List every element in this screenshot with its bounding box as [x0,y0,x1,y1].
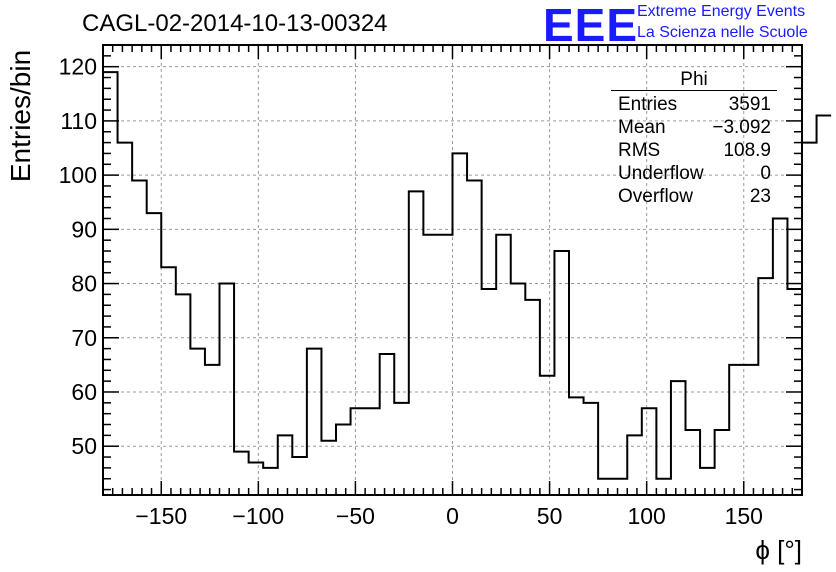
histogram-bin [817,115,832,495]
x-tick-label: 100 [627,503,665,529]
logo-caption-line-2: La Scienza nelle Scuole [637,24,808,41]
histogram-bin [263,468,278,495]
histogram-bin [744,365,759,495]
histogram-bin [176,294,191,495]
histogram-bin [540,376,555,495]
stats-label: Underflow [618,163,704,184]
histogram-bin [773,218,788,495]
histogram-bin [147,213,162,495]
stats-value: 23 [749,186,771,207]
histogram-bin [351,408,366,495]
histogram-bin [409,191,424,495]
x-tick-label: −50 [336,503,375,529]
stats-title: Phi [611,70,777,91]
histogram-bin [729,365,744,495]
histogram-bin [656,479,671,495]
stats-label: Overflow [618,186,693,207]
x-tick-label: −100 [232,503,284,529]
y-tick-label: 50 [71,433,97,459]
y-tick-label: 100 [59,162,97,188]
stats-row-overflow: Overflow 23 [611,185,777,208]
histogram-bin [205,365,220,495]
histogram-bin [802,143,817,495]
x-tick-label: 50 [537,503,563,529]
histogram-bin [671,381,686,495]
stats-label: RMS [618,140,661,161]
histogram-bin [758,278,773,495]
x-tick-label: 150 [725,503,763,529]
stats-value: 0 [760,163,771,184]
histogram-bin [598,479,613,495]
histogram-bin [132,181,147,495]
histogram-bin [336,425,351,495]
x-tick-label: −150 [135,503,187,529]
x-tick-label: 0 [446,503,459,529]
histogram-bin [700,468,715,495]
y-tick-label: 80 [71,271,97,297]
stats-label: Mean [618,117,666,138]
histogram-bin [482,289,497,495]
histogram-bin [307,349,322,495]
stats-value: −3.092 [712,117,771,138]
histogram-bin [569,397,584,495]
histogram-bin [554,251,569,495]
histogram-bin [118,143,133,495]
histogram-bin [642,408,657,495]
histogram-bin [394,403,409,495]
logo-caption-line-1: Extreme Energy Events [637,3,806,20]
y-tick-label: 60 [71,379,97,405]
y-tick-label: 90 [71,216,97,242]
y-tick-label: 120 [59,54,97,80]
histogram-bin [467,181,482,495]
stats-label: Entries [618,94,678,115]
y-axis-label: Entries/bin [5,49,36,183]
stats-row-rms: RMS 108.9 [611,139,777,162]
y-tick-label: 110 [60,108,97,134]
histogram-bin [292,457,307,495]
histogram-bin [423,235,438,495]
histogram-bin [627,435,642,495]
histogram-bin [161,267,176,495]
histogram-bin [380,354,395,495]
histogram-bin [686,430,701,495]
eee-logo: EEE [543,0,639,51]
histogram-bin [278,435,293,495]
histogram-bin [249,462,264,495]
stats-box: Phi Entries 3591 Mean −3.092 RMS 108.9 U… [611,70,777,208]
histogram-bin [511,284,526,495]
histogram-bin [220,284,235,495]
stats-value: 108.9 [723,140,771,161]
histogram-outline [103,71,832,480]
stats-row-entries: Entries 3591 [611,93,777,116]
histogram-bin [584,403,599,495]
y-tick-label: 70 [71,325,97,351]
histogram-bin [453,153,468,495]
histogram-bin [496,235,511,495]
stats-row-underflow: Underflow 0 [611,162,777,185]
stats-value: 3591 [728,94,771,115]
stats-row-mean: Mean −3.092 [611,116,777,139]
histogram-bin [321,441,336,495]
histogram-bin [715,430,730,495]
histogram-bin [613,479,628,495]
histogram-bin [190,349,205,495]
histogram-bin [365,408,380,495]
histogram-bin [525,300,540,495]
histogram-bin [438,235,453,495]
x-axis-label: ϕ [°] [755,535,802,565]
histogram-bin [234,452,249,495]
chart-title: CAGL-02-2014-10-13-00324 [82,10,388,37]
